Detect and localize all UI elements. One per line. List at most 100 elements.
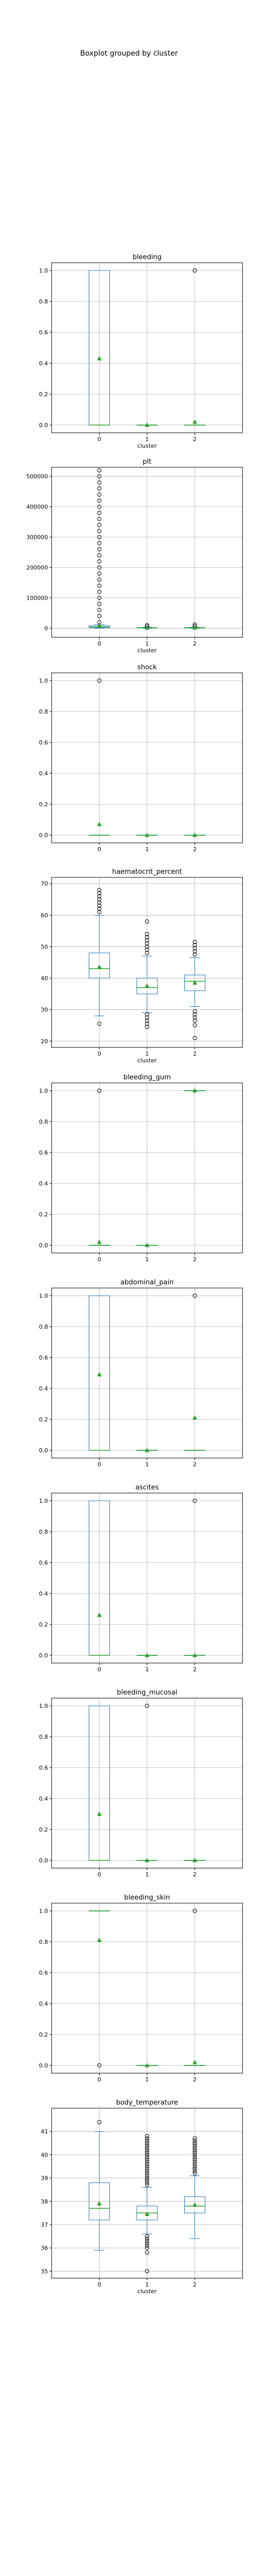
y-tick-label: 0.4 — [39, 770, 49, 777]
y-tick-label: 1.0 — [39, 1908, 49, 1914]
flier-point — [97, 888, 102, 892]
box-cluster-0 — [89, 1705, 110, 1861]
x-tick-label: 2 — [193, 1666, 197, 1673]
x-tick-label: 0 — [98, 1461, 101, 1468]
flier-point — [192, 2166, 197, 2171]
flier-point — [192, 2136, 197, 2141]
x-tick-label: 1 — [146, 1461, 149, 1468]
flier-point — [192, 2143, 197, 2148]
x-tick-label: 2 — [193, 2076, 197, 2083]
flier-point — [97, 1089, 102, 1093]
flier-point — [192, 940, 197, 944]
y-tick-label: 0.0 — [39, 1447, 49, 1454]
flier-point — [192, 1023, 197, 1028]
flier-point — [97, 517, 102, 521]
flier-point — [145, 2134, 149, 2139]
y-tick-label: 100000 — [26, 595, 48, 601]
mean-marker — [144, 1243, 150, 1247]
y-tick-label: 0.8 — [39, 298, 49, 305]
subplot-title: bleeding_mucosal — [117, 1689, 177, 1697]
y-tick-label: 0.4 — [39, 360, 49, 367]
y-tick-label: 0.6 — [39, 1560, 49, 1566]
box-cluster-1 — [136, 422, 158, 427]
y-tick-label: 0.8 — [39, 1529, 49, 1535]
flier-point — [192, 946, 197, 951]
y-tick-label: 500000 — [26, 473, 48, 480]
y-tick-label: 0.0 — [39, 422, 49, 429]
flier-point — [97, 1022, 102, 1026]
flier-point — [192, 2148, 197, 2153]
y-tick-label: 70 — [41, 880, 48, 887]
flier-point — [97, 504, 102, 509]
flier-point — [97, 910, 102, 914]
x-tick-label: 1 — [146, 2281, 149, 2288]
x-axis-label: cluster — [137, 1057, 157, 1064]
mean-marker — [97, 1240, 102, 1244]
flier-point — [145, 2143, 149, 2148]
subplot-title: bleeding_gum — [123, 1074, 171, 1081]
subplot-plt: 0 100000 200000 300000 400000 500000 0 1 2 plt clu… — [26, 458, 243, 654]
y-tick-label: 0.4 — [39, 1795, 49, 1802]
mean-marker — [97, 1372, 102, 1377]
mean-marker — [192, 2202, 197, 2207]
mean-marker — [144, 1858, 150, 1862]
y-tick-label: 35 — [41, 2268, 48, 2275]
mean-marker — [144, 422, 150, 427]
subplot-bleeding-skin: 0.0 0.2 0.4 0.6 0.8 1.0 0 1 2 bleeding_skin — [39, 1894, 243, 2083]
box-cluster-0 — [89, 2120, 110, 2251]
x-tick-label: 2 — [193, 846, 197, 853]
flier-point — [145, 2139, 149, 2143]
flier-point — [145, 1012, 149, 1016]
box-cluster-0 — [89, 1295, 110, 1451]
subplot-bleeding-mucosal: 0.0 0.2 0.4 0.6 0.8 1.0 0 1 2 bleeding_mucosal — [39, 1689, 243, 1878]
mean-marker — [97, 623, 102, 628]
mean-marker — [144, 833, 150, 837]
box-cluster-2 — [184, 1909, 205, 2066]
y-tick-label: 0.4 — [39, 1180, 49, 1187]
flier-point — [97, 900, 102, 905]
flier-point — [145, 2180, 149, 2185]
mean-marker — [192, 2060, 197, 2064]
flier-point — [192, 1019, 197, 1023]
flier-point — [192, 1009, 197, 1013]
flier-point — [97, 679, 102, 683]
y-tick-label: 0.8 — [39, 1734, 49, 1740]
flier-point — [145, 941, 149, 946]
mean-marker — [97, 822, 102, 826]
mean-marker — [144, 1653, 150, 1657]
flier-point — [97, 2063, 102, 2067]
subplot-title: haematocrit_percent — [112, 868, 182, 876]
y-tick-label: 0.4 — [39, 1385, 49, 1392]
flier-point — [97, 904, 102, 908]
mean-marker — [97, 2201, 102, 2206]
box-cluster-2 — [184, 1088, 205, 1093]
flier-point — [192, 268, 197, 273]
box-cluster-0 — [89, 888, 110, 1026]
mean-marker — [144, 983, 150, 988]
box-cluster-2 — [184, 268, 205, 426]
flier-point — [192, 2139, 197, 2143]
flier-point — [145, 2234, 149, 2239]
x-tick-label: 1 — [146, 2076, 149, 2083]
x-tick-label: 1 — [146, 640, 149, 647]
y-tick-label: 1.0 — [39, 677, 49, 684]
flier-point — [97, 535, 102, 539]
box-cluster-1 — [136, 833, 158, 837]
mean-marker — [97, 964, 102, 969]
box-cluster-1 — [136, 1243, 158, 1247]
y-tick-label: 0.4 — [39, 1590, 49, 1597]
flier-point — [145, 2176, 149, 2180]
flier-point — [145, 2241, 149, 2246]
flier-point — [97, 522, 102, 527]
x-axis-label: cluster — [137, 647, 157, 654]
mean-marker — [97, 1811, 102, 1816]
flier-point — [97, 571, 102, 576]
y-tick-label: 1.0 — [39, 1088, 49, 1094]
mean-marker — [192, 625, 197, 630]
flier-point — [145, 2141, 149, 2145]
flier-point — [192, 2150, 197, 2155]
mean-marker — [192, 1858, 197, 1862]
mean-marker — [144, 625, 150, 630]
box-cluster-2 — [184, 1499, 205, 1657]
x-tick-label: 2 — [193, 436, 197, 443]
